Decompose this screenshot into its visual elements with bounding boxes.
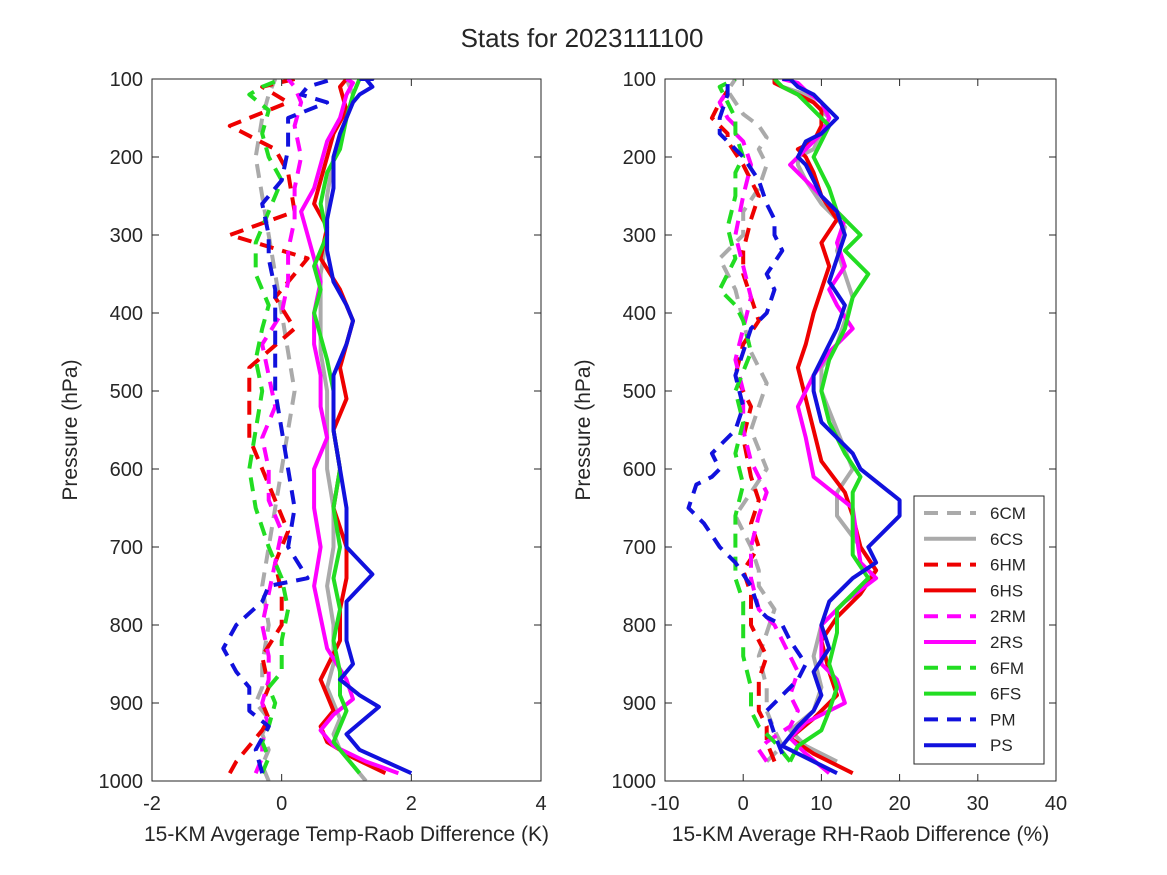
series-line-6fm [717, 79, 792, 763]
y-tick-label: 500 [110, 381, 143, 403]
series-line-6fs [773, 79, 871, 763]
x-axis-label: 15-KM Avgerage Temp-Raob Difference (K) [144, 823, 549, 846]
x-tick-label: 30 [967, 793, 989, 815]
legend-label-6hm: 6HM [990, 556, 1026, 575]
x-axis-label: 15-KM Average RH-Raob Difference (%) [672, 823, 1049, 846]
x-tick-label: 0 [276, 793, 287, 815]
series-line-ps [780, 79, 902, 775]
x-tick-label: 0 [738, 793, 749, 815]
y-tick-label: 900 [110, 693, 143, 715]
x-tick-label: 10 [810, 793, 832, 815]
y-tick-label: 300 [623, 225, 656, 247]
rh-difference-panel: -10 0 10 20 30 40 100 200 300 400 500 600 700 800 900 1… [572, 69, 1067, 846]
legend-label-6fs: 6FS [990, 685, 1021, 704]
series-line-2rm [253, 79, 304, 774]
legend-label-6cm: 6CM [990, 504, 1026, 523]
series-group [221, 79, 413, 781]
y-axis-label: Pressure (hPa) [59, 359, 82, 500]
y-tick-label: 700 [110, 537, 143, 559]
series-line-6fm [247, 79, 291, 774]
x-tick-label: 40 [1045, 793, 1067, 815]
y-tick-label: 600 [110, 459, 143, 481]
y-tick-label: 400 [623, 303, 656, 325]
y-tick-label: 600 [623, 459, 656, 481]
series-line-6hm [709, 89, 777, 763]
y-tick-label: 200 [623, 147, 656, 169]
legend-label-6cs: 6CS [990, 530, 1023, 549]
series-group [686, 79, 902, 775]
y-tick-label: 200 [110, 147, 143, 169]
y-tick-label: 800 [623, 615, 656, 637]
legend: 6CM 6CS 6HM 6HS 2RM 2RS 6FM 6FS PM PS [913, 495, 1045, 765]
series-line-6hs [312, 79, 387, 776]
y-tick-label: 300 [110, 225, 143, 247]
legend-label-6hs: 6HS [990, 581, 1023, 600]
legend-label-2rs: 2RS [990, 633, 1023, 652]
x-tick-label: -2 [143, 793, 161, 815]
x-tick-label: 20 [888, 793, 910, 815]
series-line-2rm [717, 89, 800, 763]
x-tick-label: 2 [406, 793, 417, 815]
legend-label-6fm: 6FM [990, 659, 1024, 678]
x-tick-label: -10 [651, 793, 680, 815]
series-line-6cm [717, 79, 785, 763]
legend-label-2rm: 2RM [990, 607, 1026, 626]
series-line-pm [686, 79, 808, 755]
y-tick-label: 1000 [99, 771, 144, 793]
y-tick-label: 100 [110, 69, 143, 91]
y-tick-label: 100 [623, 69, 656, 91]
y-tick-label: 900 [623, 693, 656, 715]
y-tick-label: 700 [623, 537, 656, 559]
series-line-2rs [299, 79, 400, 776]
x-tick-label: 4 [535, 793, 546, 815]
y-tick-label: 800 [110, 615, 143, 637]
y-tick-label: 500 [623, 381, 656, 403]
series-line-pm [221, 79, 335, 774]
series-line-ps [325, 79, 413, 776]
legend-box [913, 495, 1045, 765]
temperature-difference-panel: -2 0 2 4 100 200 300 400 500 600 700 800 900 1000 15-K… [59, 69, 549, 846]
legend-label-pm: PM [990, 710, 1016, 729]
figure-title: Stats for 2023111100 [461, 23, 704, 53]
y-tick-label: 400 [110, 303, 143, 325]
y-tick-label: 1000 [612, 771, 657, 793]
series-line-6cm [253, 79, 297, 781]
series-line-6cs [318, 79, 368, 781]
y-axis-label: Pressure (hPa) [572, 359, 595, 500]
plot-frame [151, 78, 542, 782]
plot-frame [664, 78, 1057, 782]
legend-label-ps: PS [990, 736, 1013, 755]
series-line-6hm [227, 79, 310, 775]
